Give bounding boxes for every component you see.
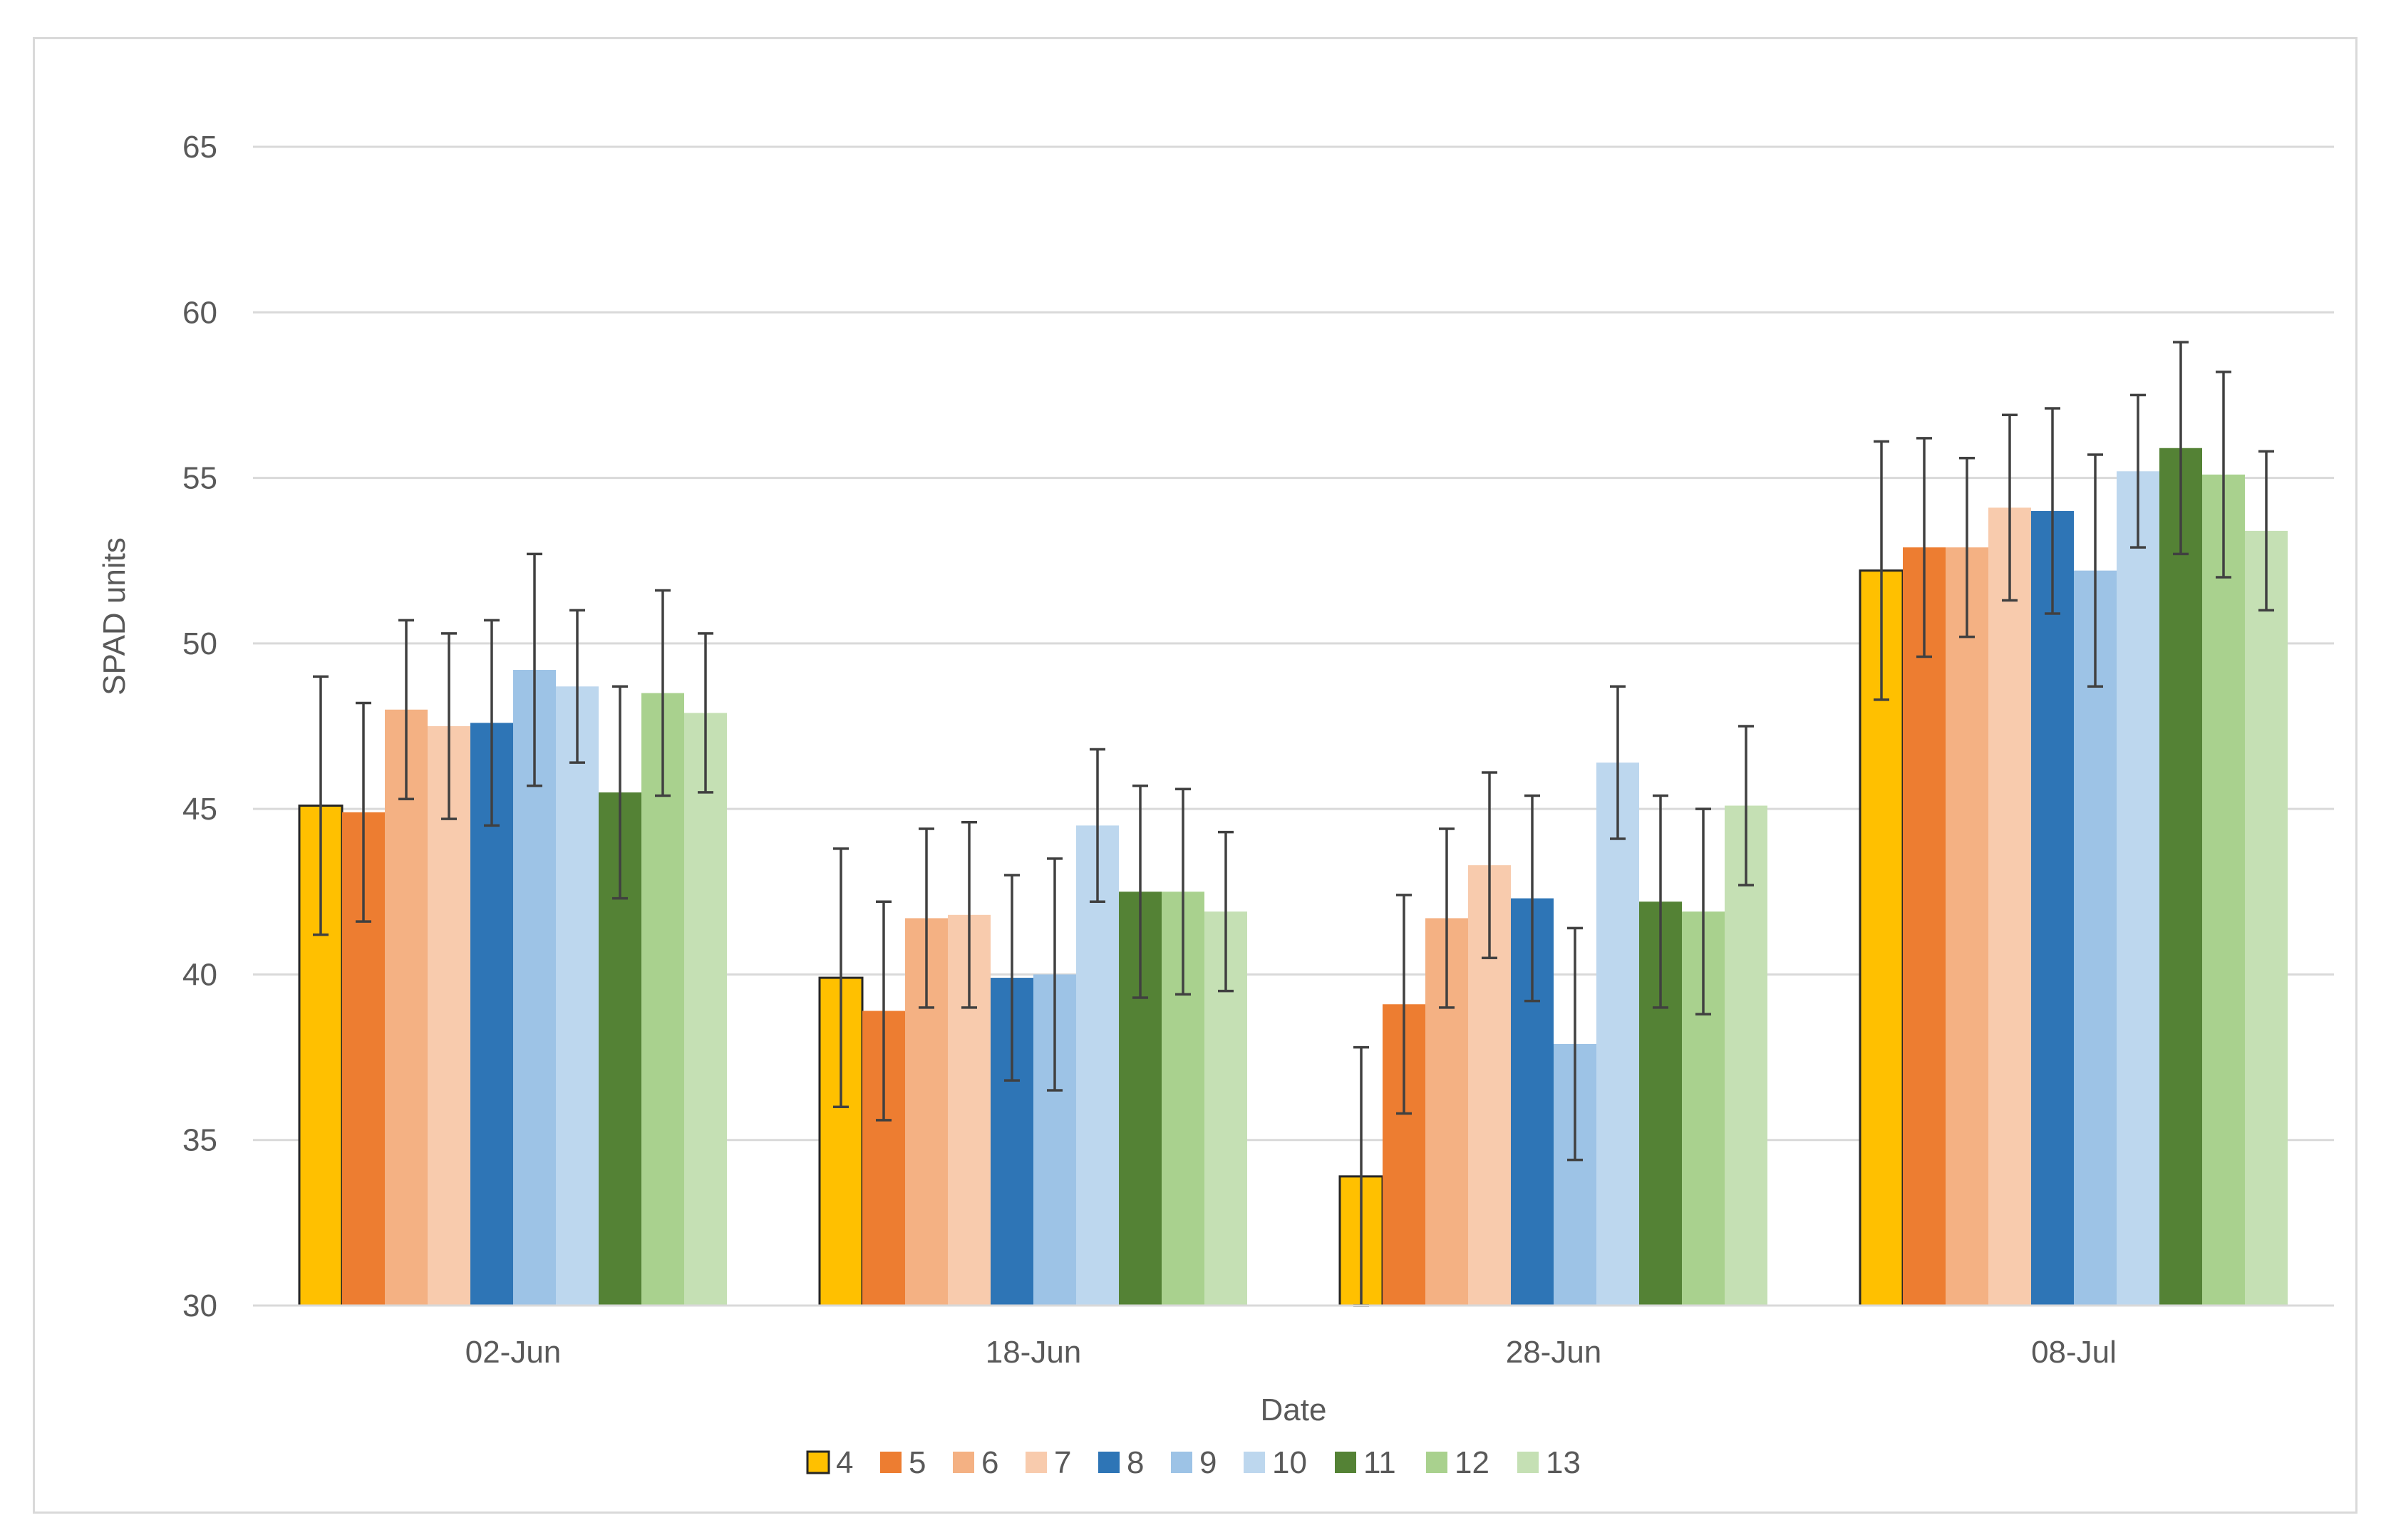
bars bbox=[298, 448, 2288, 1307]
bar-28-Jun-series-10 bbox=[1596, 763, 1639, 1306]
y-tick-label: 60 bbox=[182, 295, 217, 330]
bar-02-Jun-series-7 bbox=[428, 726, 470, 1306]
y-tick-label: 40 bbox=[182, 957, 217, 992]
legend-label-9: 9 bbox=[1199, 1445, 1217, 1480]
bar-08-Jul-series-8 bbox=[2031, 511, 2074, 1306]
bar-28-Jun-series-13 bbox=[1725, 805, 1767, 1306]
error-bars bbox=[313, 341, 2274, 1307]
legend-swatch-9 bbox=[1171, 1452, 1192, 1473]
legend-swatch-11 bbox=[1335, 1452, 1356, 1473]
legend-swatch-8 bbox=[1098, 1452, 1120, 1473]
legend-label-6: 6 bbox=[981, 1445, 998, 1480]
x-tick-label: 02-Jun bbox=[465, 1335, 562, 1370]
legend-label-7: 7 bbox=[1054, 1445, 1071, 1480]
y-axis-title: SPAD units bbox=[97, 537, 132, 696]
legend-label-10: 10 bbox=[1272, 1445, 1307, 1480]
bar-08-Jul-series-5 bbox=[1903, 547, 1946, 1306]
legend-swatch-10 bbox=[1244, 1452, 1265, 1473]
legend-swatch-6 bbox=[953, 1452, 974, 1473]
y-tick-label: 65 bbox=[182, 130, 217, 165]
legend-swatch-5 bbox=[880, 1452, 902, 1473]
bar-08-Jul-series-9 bbox=[2074, 570, 2117, 1306]
legend-label-8: 8 bbox=[1127, 1445, 1144, 1480]
bar-08-Jul-series-11 bbox=[2159, 448, 2202, 1306]
bar-18-Jun-series-10 bbox=[1076, 825, 1119, 1306]
x-tick-label: 28-Jun bbox=[1506, 1335, 1602, 1370]
y-tick-label: 45 bbox=[182, 792, 217, 827]
bar-08-Jul-series-13 bbox=[2245, 530, 2288, 1306]
x-tick-label: 08-Jul bbox=[2031, 1335, 2117, 1370]
x-axis-ticks: 02-Jun 18-Jun 28-Jun 08-Jul bbox=[465, 1335, 2117, 1370]
legend-label-5: 5 bbox=[909, 1445, 926, 1480]
bar-08-Jul-series-12 bbox=[2202, 474, 2245, 1306]
bar-02-Jun-series-6 bbox=[385, 709, 428, 1306]
x-axis-title: Date bbox=[1261, 1392, 1327, 1427]
y-tick-label: 30 bbox=[182, 1288, 217, 1323]
y-axis-ticks: 30 35 40 45 50 55 60 65 bbox=[182, 130, 217, 1323]
x-tick-label: 18-Jun bbox=[986, 1335, 1082, 1370]
legend-swatch-12 bbox=[1426, 1452, 1447, 1473]
bar-08-Jul-series-10 bbox=[2117, 471, 2159, 1306]
y-tick-label: 55 bbox=[182, 461, 217, 496]
legend-label-12: 12 bbox=[1455, 1445, 1489, 1480]
y-tick-label: 35 bbox=[182, 1123, 217, 1158]
legend-label-4: 4 bbox=[836, 1445, 853, 1480]
legend-label-13: 13 bbox=[1546, 1445, 1581, 1480]
bar-02-Jun-series-13 bbox=[684, 713, 727, 1306]
legend-swatch-7 bbox=[1026, 1452, 1047, 1473]
y-tick-label: 50 bbox=[182, 626, 217, 661]
legend: 4 5 6 7 8 9 10 11 12 13 bbox=[806, 1445, 1581, 1480]
legend-swatch-4 bbox=[806, 1450, 830, 1474]
legend-swatch-13 bbox=[1517, 1452, 1539, 1473]
bar-08-Jul-series-7 bbox=[1988, 507, 2031, 1306]
bar-02-Jun-series-10 bbox=[556, 686, 599, 1306]
bar-08-Jul-series-6 bbox=[1946, 547, 1988, 1306]
legend-label-11: 11 bbox=[1363, 1445, 1396, 1480]
